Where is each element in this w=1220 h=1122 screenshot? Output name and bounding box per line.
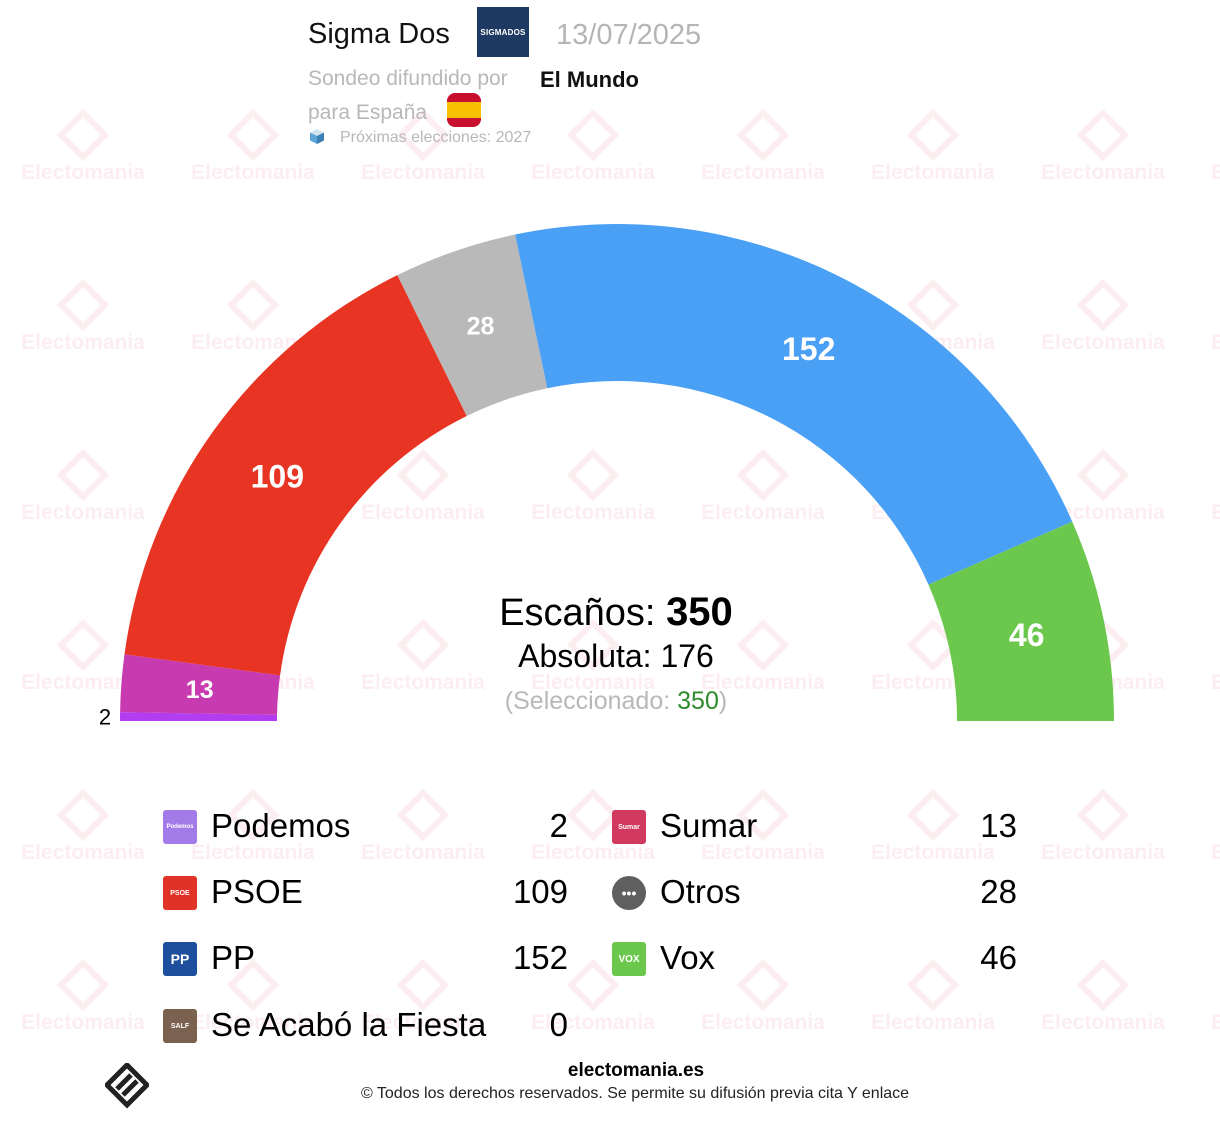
segment-psoe[interactable] [124, 275, 467, 676]
legend-value: 109 [512, 873, 568, 910]
footer-site[interactable]: electomania.es [567, 1060, 705, 1081]
segment-pp[interactable] [515, 224, 1073, 585]
segment-vox[interactable] [928, 521, 1114, 721]
otros-icon: ••• [612, 876, 646, 910]
majority-line: Absoluta: 176 [518, 638, 714, 674]
ballot-box-icon [310, 129, 324, 144]
seats-label: Escaños: [499, 592, 656, 634]
segment-label-otros: 28 [467, 312, 495, 340]
legend-name: PSOE [211, 873, 303, 910]
seats-total: 350 [666, 590, 733, 634]
podemos-logo-icon: Podemos [163, 810, 197, 844]
selected-suffix: ) [718, 687, 728, 715]
legend-value: 13 [980, 807, 1017, 844]
legend-value: 2 [549, 807, 568, 844]
pollster-name: Sigma Dos [308, 18, 450, 50]
electomania-logo-icon [105, 1063, 149, 1109]
psoe-logo-icon: PSOE [163, 876, 197, 910]
segment-label-psoe: 109 [251, 459, 304, 495]
selected-line: (Seleccionado: 350) [0, 687, 1220, 716]
segment-label-podemos: 2 [99, 704, 111, 729]
sumar-logo-icon: Sumar [612, 810, 646, 844]
legend-name: Vox [660, 939, 716, 976]
segment-sumar[interactable] [120, 654, 281, 715]
legend-value: 152 [512, 939, 568, 976]
legend-name: Otros [660, 873, 741, 910]
legend-value: 28 [980, 873, 1017, 910]
segment-podemos[interactable] [120, 712, 278, 721]
segment-label-vox: 46 [1009, 617, 1045, 653]
next-elections: Próximas elecciones: 2027 [340, 129, 532, 146]
legend-value: 0 [549, 1006, 568, 1043]
media-prefix: Sondeo difundido por [308, 67, 508, 90]
legend-value: 46 [980, 939, 1017, 976]
vox-logo-icon: VOX [612, 942, 646, 976]
footer-rights: © Todos los derechos reservados. Se perm… [360, 1085, 910, 1102]
legend-name: Se Acabó la Fiesta [211, 1006, 487, 1043]
legend-name: Podemos [211, 807, 351, 844]
segment-label-pp: 152 [782, 331, 835, 367]
legend-name: Sumar [660, 807, 758, 844]
media-name: El Mundo [540, 67, 639, 92]
seats-total-line: Escaños: 350 [0, 590, 1220, 635]
pp-logo-icon: PP [163, 942, 197, 976]
legend-name: PP [211, 939, 256, 976]
spain-flag-icon [447, 93, 481, 127]
segment-label-sumar: 13 [186, 676, 214, 704]
pollster-logo: SIGMADOS [477, 7, 529, 57]
selected-value: 350 [677, 687, 719, 715]
salf-logo-icon: SALF [163, 1009, 197, 1043]
region-label: para España [308, 101, 428, 124]
selected-prefix: (Seleccionado: [504, 687, 671, 715]
poll-date: 13/07/2025 [556, 19, 702, 51]
segment-otros[interactable] [397, 234, 548, 417]
